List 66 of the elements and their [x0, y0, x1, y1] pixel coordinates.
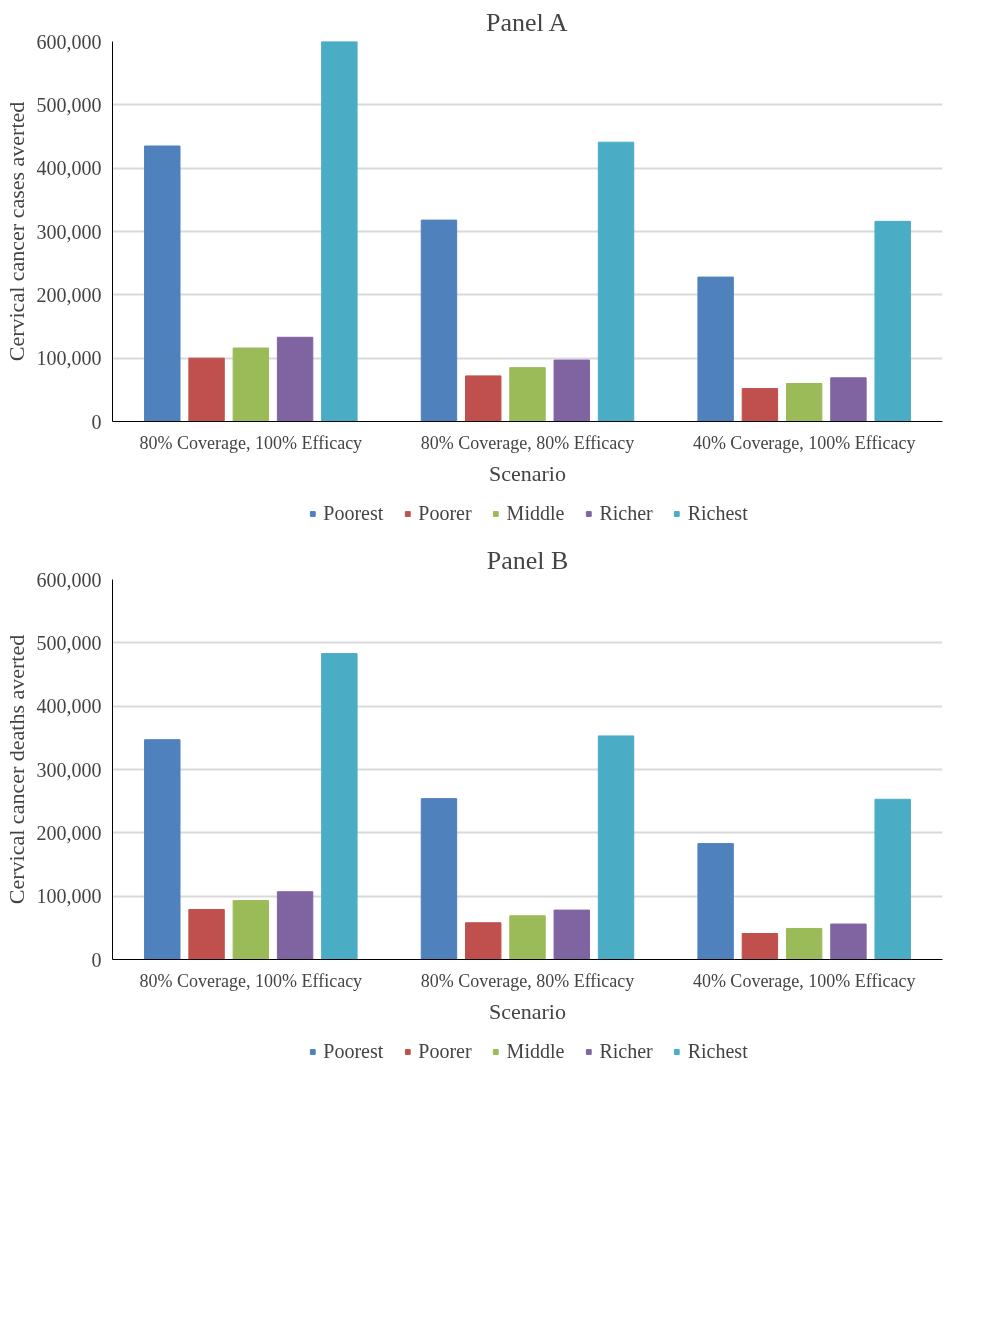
- x-tick-label: 80% Coverage, 80% Efficacy: [420, 432, 635, 453]
- bar: [830, 377, 867, 422]
- bar: [465, 375, 502, 422]
- bar: [420, 219, 458, 422]
- bar: [697, 276, 734, 422]
- y-tick-label: 500,000: [36, 631, 102, 654]
- bar: [232, 900, 270, 960]
- bar: [144, 739, 181, 960]
- x-tick-label: 80% Coverage, 80% Efficacy: [420, 970, 635, 991]
- legend-label: Poorer: [418, 1039, 472, 1063]
- bar: [188, 357, 225, 422]
- bar: [741, 388, 779, 422]
- bar: [741, 933, 779, 960]
- y-tick-label: 0: [91, 948, 102, 971]
- legend-label: Richest: [687, 1039, 748, 1063]
- y-tick-label: 400,000: [36, 157, 102, 180]
- legend-label: Middle: [506, 1039, 565, 1063]
- bar: [697, 843, 734, 960]
- y-tick-label: 100,000: [36, 347, 102, 370]
- bar: [509, 915, 546, 960]
- y-axis-title: Cervical cancer cases averted: [3, 101, 29, 362]
- y-axis-title: Cervical cancer deaths averted: [3, 634, 29, 905]
- bar: [509, 367, 546, 422]
- y-tick-label: 0: [91, 410, 102, 433]
- legend-label: Richer: [599, 501, 653, 525]
- y-tick-label: 300,000: [36, 758, 102, 781]
- x-axis-title: Scenario: [489, 460, 566, 486]
- y-tick-label: 100,000: [36, 885, 102, 908]
- legend-label: Richest: [687, 501, 748, 525]
- chart-title: Panel A: [485, 7, 568, 37]
- bar: [553, 359, 590, 422]
- legend-label: Richer: [599, 1039, 653, 1063]
- bar: [465, 922, 502, 960]
- y-tick-label: 600,000: [36, 568, 102, 591]
- bar: [144, 145, 181, 422]
- legend-label: Middle: [506, 501, 565, 525]
- legend-label: Poorest: [323, 501, 384, 525]
- bar: [420, 798, 458, 960]
- legend-label: Poorest: [323, 1039, 384, 1063]
- bar: [321, 41, 358, 422]
- y-tick-label: 600,000: [36, 30, 102, 53]
- bar: [553, 909, 590, 960]
- x-tick-label: 40% Coverage, 100% Efficacy: [692, 970, 916, 991]
- y-tick-label: 200,000: [36, 821, 102, 844]
- bar: [830, 923, 867, 960]
- bar: [597, 735, 635, 960]
- bar: [276, 336, 314, 422]
- bar: [276, 891, 314, 960]
- y-tick-label: 500,000: [36, 93, 102, 116]
- bar: [785, 927, 823, 960]
- y-tick-label: 400,000: [36, 695, 102, 718]
- bar: [785, 383, 823, 422]
- bar: [232, 347, 270, 422]
- bar: [874, 220, 911, 422]
- x-tick-label: 80% Coverage, 100% Efficacy: [139, 432, 363, 453]
- chart-title: Panel B: [486, 545, 569, 575]
- bar: [597, 141, 635, 422]
- bar: [321, 653, 358, 960]
- legend-label: Poorer: [418, 501, 472, 525]
- x-tick-label: 80% Coverage, 100% Efficacy: [139, 970, 363, 991]
- bar: [874, 798, 911, 960]
- y-tick-label: 300,000: [36, 220, 102, 243]
- x-tick-label: 40% Coverage, 100% Efficacy: [692, 432, 916, 453]
- y-tick-label: 200,000: [36, 283, 102, 306]
- x-axis-title: Scenario: [489, 998, 566, 1024]
- bar: [188, 908, 225, 960]
